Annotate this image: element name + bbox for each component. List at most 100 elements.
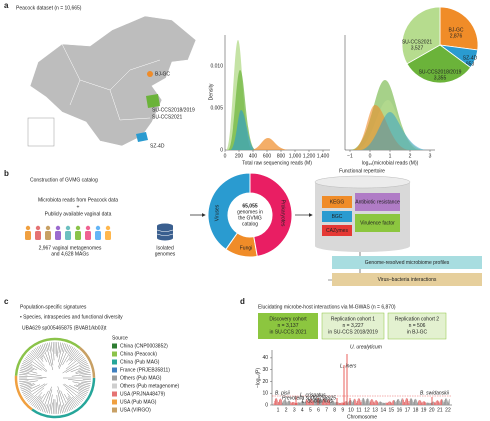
tree-branch [24, 358, 33, 364]
person-head [85, 225, 91, 231]
tree-branch [29, 396, 37, 404]
label: and 4,628 MAGs [51, 251, 89, 257]
tree-branch [73, 385, 89, 392]
person-body [55, 231, 61, 240]
tree-branch [30, 351, 45, 367]
x-tick-label: 15 [389, 407, 395, 413]
function-box [355, 193, 400, 211]
tree-branch [30, 392, 43, 405]
x-tick-label: 2 [285, 407, 288, 413]
pie-label: BJ-GC [449, 27, 464, 33]
tree-branch [78, 384, 90, 388]
person-head [25, 225, 31, 231]
tree-branch [62, 346, 74, 366]
tree-branch [57, 342, 59, 358]
legend-swatch [112, 383, 117, 389]
tree-branch [75, 396, 82, 403]
x-tick-label: 16 [397, 407, 403, 413]
tree-branch [60, 390, 70, 411]
tree-branch [62, 384, 84, 401]
tree-branch [64, 344, 69, 352]
person-head [75, 225, 81, 231]
tree-branch [20, 384, 36, 390]
x-tick-label: 13 [372, 407, 378, 413]
legend-label: Others (Pub MAG) [120, 375, 162, 381]
y-axis-label: Density [208, 83, 214, 100]
x-tick-label: 3 [429, 153, 432, 159]
person-body [105, 231, 111, 240]
tree-branch [66, 348, 77, 363]
pie-value: 2,876 [450, 33, 463, 39]
person-head [45, 225, 51, 231]
tree-branch [68, 347, 75, 357]
tree-branch [29, 352, 36, 359]
tree-branch [20, 366, 33, 371]
y-tick-label: 0 [265, 402, 268, 408]
cohort-box [387, 312, 447, 340]
cohort-text: n = 3,137 [278, 323, 299, 329]
map-borders [61, 43, 161, 121]
x-tick-label: 1 [277, 407, 280, 413]
x-tick-label: 2 [409, 153, 412, 159]
pie-slice [401, 6, 441, 65]
label: • Species, intraspecies and functional d… [20, 314, 123, 320]
function-box [355, 214, 400, 232]
donut-segment [249, 172, 293, 257]
x-tick-label: 17 [405, 407, 411, 413]
tree-branch [22, 384, 41, 393]
x-axis-label: log₁₀(microbial reads (M)) [362, 160, 419, 166]
x-tick-label: 1 [389, 153, 392, 159]
tree-branch [57, 390, 63, 414]
people-icons [25, 225, 111, 240]
function-box [322, 211, 352, 222]
tree-branch [55, 342, 58, 357]
pie-value: 3,527 [411, 45, 424, 51]
tree-branch [22, 390, 31, 395]
tree-branch [47, 404, 50, 414]
function-label: Virulence factor [360, 220, 395, 226]
person-head [105, 225, 111, 231]
annotation: Prevotella sp000758925 [282, 395, 336, 401]
tree-branch [67, 397, 75, 409]
tree-branch [78, 391, 87, 397]
y-tick-label: 20 [262, 379, 268, 385]
function-box [322, 196, 352, 208]
tree-branch [58, 345, 70, 370]
tree-branch [72, 396, 80, 405]
panel-label: a [4, 1, 9, 10]
tree-branch [32, 349, 40, 359]
tree-branch [70, 364, 89, 373]
tree-branch [28, 387, 45, 403]
x-axis-label: Total raw sequencing reads (M) [242, 160, 312, 166]
tree-branch [43, 404, 47, 413]
person-body [25, 231, 31, 240]
map-inset [27, 117, 55, 147]
tree-branch [19, 382, 32, 386]
map-label: SZ-4D [150, 143, 165, 149]
x-tick-label: 14 [380, 407, 386, 413]
tree-branch [40, 345, 45, 354]
x-tick-label: 11 [356, 407, 361, 413]
tree-branch [64, 403, 69, 412]
x-tick-label: 200 [235, 153, 244, 159]
legend-title: Source [112, 335, 128, 341]
catalog-text: catalog [242, 221, 258, 227]
x-tick-label: 20 [429, 407, 435, 413]
tree-branch [59, 404, 61, 414]
pie-label: SU-CCS2018/2019 [419, 69, 462, 75]
person-body [75, 231, 81, 240]
tree-branch [23, 359, 42, 371]
y-tick-label: 10 [262, 391, 268, 397]
china-map [29, 15, 197, 147]
legend-swatch [112, 359, 117, 365]
tree-branch [26, 355, 34, 361]
x-tick-label: 400 [249, 153, 258, 159]
tree-branch [23, 383, 46, 397]
legend-label: France (PRJEB35811) [120, 367, 170, 373]
catalog-text: 65,055 [242, 203, 258, 209]
tree-branch [56, 395, 59, 414]
x-tick-label: 3 [293, 407, 296, 413]
tree-branch [62, 358, 86, 374]
tree-branch [35, 347, 44, 360]
tree-branch [21, 364, 35, 371]
